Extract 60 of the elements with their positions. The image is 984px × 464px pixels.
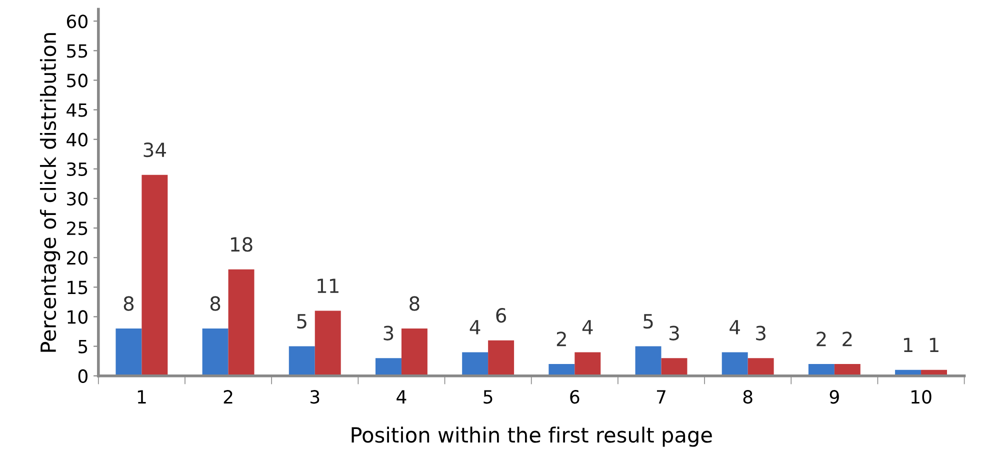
data-label: 4: [730, 320, 740, 334]
y-tick-label: 25: [67, 221, 88, 236]
bar: [574, 352, 601, 376]
data-label: 8: [410, 296, 420, 311]
x-tick-label: 2: [224, 390, 232, 404]
x-tick-label: 6: [570, 390, 580, 404]
bar: [142, 174, 168, 376]
y-tick-label: 15: [68, 280, 88, 294]
x-tick-label: 1: [138, 390, 146, 404]
y-tick-label: 50: [67, 74, 88, 88]
bar: [116, 328, 142, 376]
data-label: 5: [644, 314, 653, 329]
y-tick-label: 55: [67, 44, 88, 58]
bar: [202, 328, 228, 376]
data-label: 5: [297, 314, 306, 329]
x-tick-label: 4: [396, 390, 406, 404]
y-tick-label: 10: [68, 310, 88, 324]
data-label: 6: [496, 308, 506, 323]
bar: [635, 346, 662, 376]
data-label: 2: [842, 332, 852, 346]
data-label: 1: [930, 338, 938, 352]
bar: [228, 269, 254, 376]
x-tick-label: 7: [656, 390, 666, 404]
data-label: 3: [384, 326, 394, 340]
data-label: 18: [231, 237, 252, 252]
data-label: 3: [670, 326, 679, 340]
y-tick-label: 30: [67, 192, 88, 206]
bar: [661, 358, 688, 376]
data-label: 2: [556, 332, 566, 346]
bar: [722, 352, 748, 376]
bar: [375, 358, 402, 376]
y-tick-label: 60: [66, 14, 88, 28]
x-tick-label: 9: [830, 390, 839, 404]
y-tick-label: 0: [78, 369, 88, 383]
data-label: 4: [470, 320, 480, 334]
y-tick-label: 35: [67, 162, 88, 176]
data-label: 3: [756, 326, 766, 340]
data-label: 11: [318, 278, 338, 293]
data-label: 4: [582, 320, 593, 334]
y-tick-label: 45: [66, 103, 88, 117]
x-axis-title: Position within the first result page: [352, 426, 712, 447]
x-tick-label: 3: [310, 390, 320, 404]
x-tick-label: 8: [743, 390, 752, 404]
data-label: 2: [816, 332, 826, 346]
y-tick-label: 5: [78, 340, 88, 354]
bar: [401, 328, 428, 376]
x-tick-label: 5: [484, 390, 492, 404]
data-label: 8: [210, 296, 220, 311]
y-axis-title: Percentage of click distribution: [40, 33, 60, 352]
data-label: 1: [904, 338, 912, 352]
y-tick-label: 20: [67, 251, 88, 265]
bar: [748, 358, 774, 376]
data-label: 34: [144, 142, 166, 158]
bar: [488, 340, 514, 376]
x-tick-label: 10: [912, 390, 932, 404]
bar: [288, 346, 315, 376]
y-tick-label: 40: [66, 132, 88, 146]
bar: [314, 310, 341, 376]
data-label: 8: [124, 296, 134, 311]
bar: [462, 352, 488, 376]
